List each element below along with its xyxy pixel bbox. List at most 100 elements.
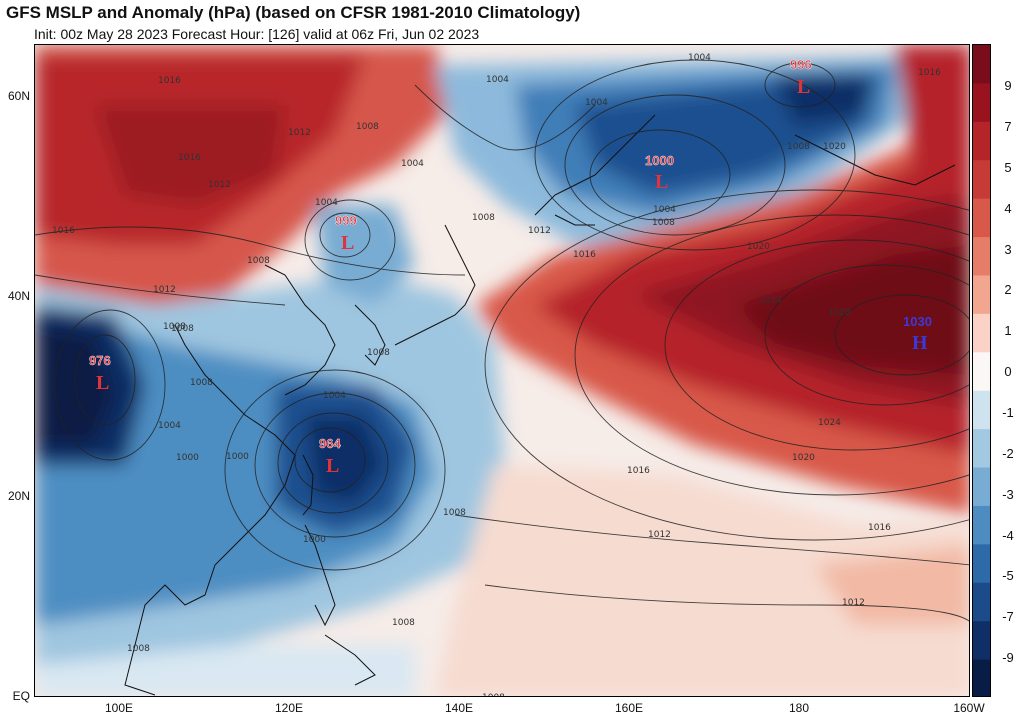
colorbar-swatch <box>973 160 990 200</box>
isobar-label: 1008 <box>171 324 194 334</box>
center-value: 996 <box>790 57 812 72</box>
isobar-label: 1004 <box>323 391 346 401</box>
anomaly-map: 1016 1012 1004 1008 1016 1016 1012 1008 … <box>35 45 969 697</box>
isobar-label: 1024 <box>818 418 841 428</box>
colorbar-swatch <box>973 45 990 85</box>
isobar-label: 1004 <box>653 205 676 215</box>
colorbar-label: -3 <box>1002 487 1014 502</box>
lon-label-160e: 160E <box>614 701 644 715</box>
lon-label-120e: 120E <box>274 701 304 715</box>
lon-label-140e: 140E <box>444 701 474 715</box>
isobar-label: 1016 <box>178 153 201 163</box>
isobar-label: 1012 <box>648 530 671 540</box>
isobar-label: 1016 <box>52 226 75 236</box>
colorbar-scale <box>973 45 990 696</box>
isobar-label: 1012 <box>208 180 231 190</box>
lon-label-100e: 100E <box>104 701 134 715</box>
isobar-label: 1016 <box>573 250 596 260</box>
anomaly-field <box>35 45 969 696</box>
isobar-label: 1008 <box>787 142 810 152</box>
isobar-label: 1020 <box>823 142 846 152</box>
isobar-label: 1008 <box>127 644 150 654</box>
colorbar-swatch <box>973 429 990 469</box>
isobar-label: 1008 <box>482 693 505 697</box>
isobar-label: 1024 <box>759 296 782 306</box>
colorbar-label: 5 <box>1004 160 1012 175</box>
isobar-label: 1008 <box>356 122 379 132</box>
colorbar-swatch <box>973 198 990 238</box>
chart-title: GFS MSLP and Anomaly (hPa) (based on CFS… <box>6 3 581 22</box>
center-value: 964 <box>319 436 341 451</box>
low-center-976: 976 L <box>89 353 111 394</box>
map-panel: 1016 1012 1004 1008 1016 1016 1012 1008 … <box>34 44 970 697</box>
colorbar-label: -9 <box>1002 650 1014 665</box>
isobar-label: 1004 <box>401 159 424 169</box>
coastlines <box>124 114 956 696</box>
isobar-label: 1008 <box>247 256 270 266</box>
colorbar-swatch <box>973 121 990 161</box>
low-symbol: L <box>326 455 339 477</box>
isobar-label: 1008 <box>443 508 466 518</box>
colorbar-swatch <box>973 582 990 622</box>
isobar-label: 1004 <box>315 198 338 208</box>
colorbar-swatch <box>973 467 990 507</box>
isobar-label: 1000 <box>176 453 199 463</box>
colorbar-swatch <box>973 621 990 661</box>
isobar-label: 1008 <box>163 322 186 332</box>
isobar-label: 1000 <box>226 452 249 462</box>
isobar-label: 1000 <box>303 535 326 545</box>
colorbar-label: 2 <box>1004 282 1012 297</box>
colorbar <box>972 44 991 697</box>
lon-label-180: 180 <box>788 701 810 715</box>
center-value: 1000 <box>645 153 674 168</box>
isobar-label: 1004 <box>486 75 509 85</box>
isobar-label: 1020 <box>747 242 770 252</box>
low-center-999: 999 L <box>335 213 357 254</box>
isobar-labels: 1016 1012 1004 1008 1016 1016 1012 1008 … <box>52 53 941 697</box>
isobar-label: 1016 <box>627 466 650 476</box>
colorbar-swatch <box>973 83 990 123</box>
low-symbol: L <box>96 372 109 394</box>
isobar-label: 1008 <box>190 378 213 388</box>
isobar-label: 1016 <box>158 76 181 86</box>
colorbar-swatch <box>973 275 990 315</box>
low-symbol: L <box>655 171 668 193</box>
colorbar-swatch <box>973 505 990 545</box>
center-value: 999 <box>335 213 357 228</box>
high-symbol: H <box>912 332 928 354</box>
isobar-label: 1008 <box>652 218 675 228</box>
lat-label-40n: 40N <box>7 289 30 303</box>
isobar-label: 1016 <box>918 68 941 78</box>
colorbar-label: 9 <box>1004 78 1012 93</box>
isobar-label: 1020 <box>792 453 815 463</box>
isobar-label: 1012 <box>528 226 551 236</box>
isobar-label: 1004 <box>158 421 181 431</box>
colorbar-label: 0 <box>1004 364 1012 379</box>
colorbar-swatch <box>973 352 990 392</box>
isobar-label: 1012 <box>153 285 176 295</box>
isobars <box>35 59 969 622</box>
colorbar-swatch <box>973 313 990 353</box>
lon-label-160w: 160W <box>953 701 985 715</box>
chart-subtitle: Init: 00z May 28 2023 Forecast Hour: [12… <box>34 26 480 42</box>
isobar-label: 1012 <box>288 128 311 138</box>
colorbar-swatch <box>973 659 990 696</box>
low-center-996: 996 L <box>790 57 812 98</box>
center-value: 976 <box>89 353 111 368</box>
low-center-964: 964 L <box>319 436 342 477</box>
isobar-label: 1004 <box>585 98 608 108</box>
lat-label-20n: 20N <box>7 489 30 503</box>
colorbar-label: -7 <box>1002 609 1014 624</box>
isobar-label: 1004 <box>688 53 711 63</box>
isobar-label: 1008 <box>392 618 415 628</box>
low-center-1000: 1000 L <box>645 153 674 193</box>
colorbar-label: -1 <box>1002 405 1014 420</box>
colorbar-label: -5 <box>1002 568 1014 583</box>
colorbar-label: 1 <box>1004 323 1012 338</box>
colorbar-label: -2 <box>1002 446 1014 461</box>
colorbar-label: 4 <box>1004 201 1012 216</box>
center-value: 1030 <box>903 314 932 329</box>
colorbar-label: 7 <box>1004 119 1012 134</box>
colorbar-label: 3 <box>1004 242 1012 257</box>
colorbar-label: -4 <box>1002 528 1014 543</box>
